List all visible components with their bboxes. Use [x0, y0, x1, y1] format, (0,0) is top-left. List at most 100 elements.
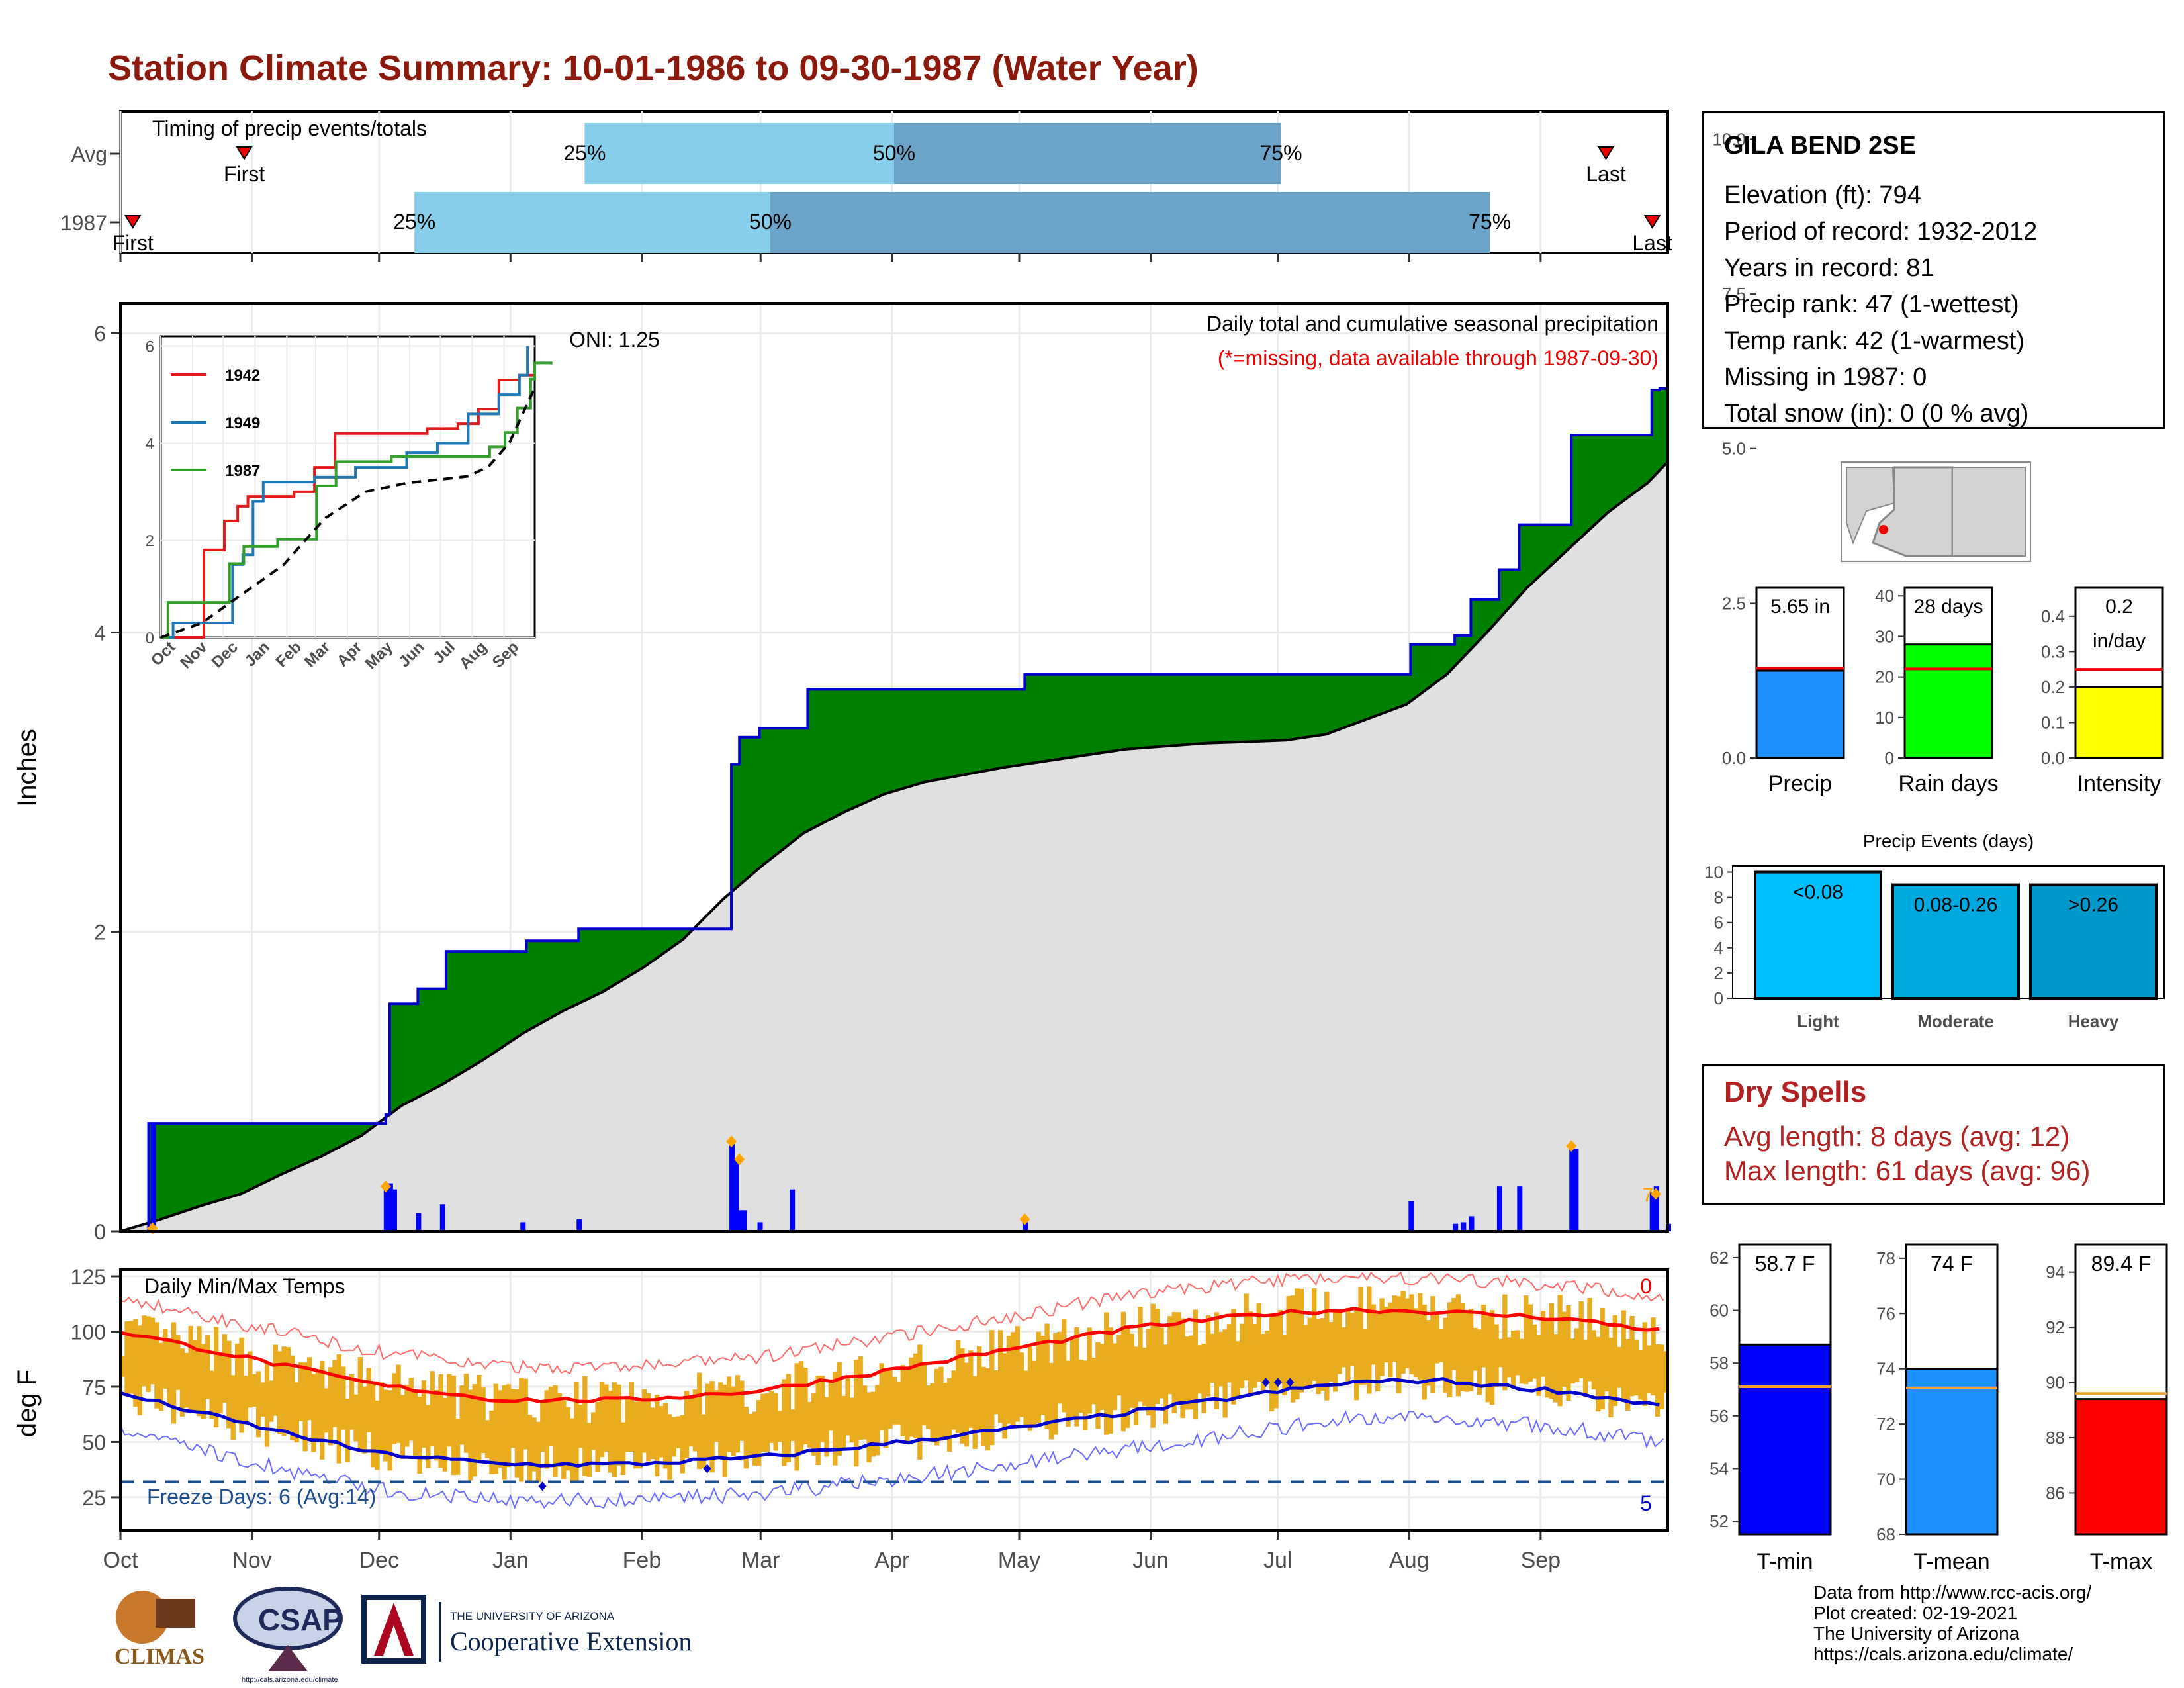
daily-temp-bar — [629, 1382, 634, 1452]
record-marker-icon — [380, 1180, 391, 1193]
daily-temp-bar — [417, 1396, 422, 1474]
month-label: Sep — [1521, 1548, 1561, 1573]
daily-temp-bar — [773, 1393, 778, 1451]
above-average-fill — [205, 1123, 210, 1204]
above-average-fill — [844, 689, 848, 812]
daily-temp-bar — [311, 1374, 316, 1452]
temp-record-marker-icon — [1286, 1378, 1295, 1387]
daily-temp-bar — [557, 1393, 563, 1467]
mini-bar-label: Rain days — [1898, 771, 1998, 796]
above-average-fill — [1201, 674, 1206, 744]
daily-temp-bar — [362, 1387, 367, 1454]
events-bar-moderate — [1891, 883, 2020, 1000]
daily-precip-bar — [1649, 1192, 1655, 1231]
ua-line1: THE UNIVERSITY OF ARIZONA — [450, 1610, 615, 1622]
daily-temp-bar — [548, 1387, 554, 1446]
above-average-fill — [1093, 674, 1098, 754]
station-name: GILA BEND 2SE — [1724, 132, 1916, 160]
daily-temp-bar — [1515, 1330, 1520, 1376]
inset-series-avg — [160, 387, 536, 639]
mini-tick-label: 0.3 — [2041, 641, 2065, 661]
above-average-fill — [679, 929, 684, 941]
daily-temp-bar — [1095, 1342, 1101, 1429]
daily-temp-bar — [837, 1362, 842, 1456]
above-average-fill — [1226, 674, 1230, 743]
daily-temp-bar — [1210, 1333, 1215, 1383]
above-average-fill — [1482, 599, 1488, 635]
daily-temp-bar — [124, 1321, 130, 1393]
daily-temp-bar — [586, 1423, 592, 1477]
above-average-fill — [1000, 689, 1005, 768]
above-average-fill — [1221, 674, 1226, 743]
daily-temp-bar — [752, 1411, 757, 1466]
daily-temp-bar — [1019, 1352, 1024, 1417]
daily-temp-bar — [662, 1403, 668, 1469]
daily-precip-bar — [150, 1123, 156, 1231]
daily-temp-bar — [1596, 1336, 1601, 1412]
daily-temp-bar — [1142, 1347, 1148, 1407]
temp-y-tick-label: 75 — [82, 1376, 106, 1399]
daily-temp-bar — [171, 1322, 177, 1424]
mini-tick-label: 0.1 — [2041, 712, 2065, 732]
daily-temp-bar — [722, 1384, 727, 1477]
precip-note-title: Daily total and cumulative seasonal prec… — [1206, 312, 1659, 336]
above-average-fill — [675, 929, 680, 944]
above-average-fill — [341, 1123, 346, 1145]
above-average-fill — [952, 689, 957, 777]
above-average-fill — [972, 689, 978, 773]
precip-y-tick-label: 0 — [94, 1220, 106, 1244]
above-average-fill — [944, 689, 949, 778]
daily-temp-bar — [463, 1374, 469, 1453]
daily-temp-bar — [713, 1390, 719, 1442]
daily-temp-bar — [1036, 1331, 1041, 1423]
above-average-fill — [1479, 599, 1484, 639]
daily-temp-bar — [294, 1382, 299, 1442]
month-label: Jul — [1263, 1548, 1292, 1573]
above-average-fill — [1085, 674, 1090, 755]
above-average-fill — [956, 689, 961, 776]
above-average-fill — [345, 1123, 350, 1143]
month-label: Oct — [103, 1548, 138, 1573]
above-average-fill — [1559, 524, 1564, 556]
above-average-fill — [1021, 689, 1026, 765]
mini-tick-label: 0.0 — [1722, 748, 1746, 768]
above-average-fill — [1290, 674, 1295, 739]
daily-temp-bar — [1633, 1339, 1639, 1396]
month-label: Jan — [492, 1548, 529, 1573]
daily-temp-bar — [1362, 1329, 1368, 1385]
daily-temp-bar — [1125, 1327, 1130, 1428]
daily-temp-bar — [353, 1394, 359, 1442]
above-average-fill — [1205, 674, 1210, 743]
above-average-fill — [1261, 674, 1267, 741]
credit-university: The University of Arizona — [1813, 1623, 2020, 1644]
timing-first-label: First — [113, 231, 154, 255]
above-average-fill — [1121, 674, 1126, 750]
daily-temp-bar — [828, 1382, 834, 1431]
daily-temp-bar — [1214, 1312, 1219, 1409]
above-average-fill — [1193, 674, 1199, 744]
above-average-fill — [197, 1123, 202, 1207]
above-average-fill — [670, 929, 676, 947]
daily-temp-bar — [302, 1362, 308, 1452]
daily-temp-bar — [1069, 1338, 1075, 1417]
last-marker-icon — [1643, 215, 1661, 229]
daily-temp-bar — [786, 1374, 791, 1462]
above-average-fill — [462, 951, 467, 1072]
daily-temp-bar — [396, 1364, 401, 1443]
above-average-fill — [1563, 524, 1568, 552]
map-new-mexico-icon — [1952, 467, 2026, 557]
daily-temp-bar — [913, 1353, 919, 1438]
above-average-fill — [1463, 635, 1468, 656]
month-label: Mar — [741, 1548, 780, 1573]
daily-temp-bar — [680, 1415, 685, 1474]
above-average-fill — [177, 1123, 181, 1213]
daily-precip-bar — [737, 1210, 743, 1231]
above-average-fill — [976, 689, 981, 773]
above-average-fill — [1382, 674, 1387, 713]
daily-temp-bar — [1273, 1315, 1279, 1409]
daily-temp-bar — [426, 1405, 431, 1468]
daily-temp-bar — [379, 1382, 385, 1454]
daily-temp-bar — [298, 1362, 304, 1421]
above-average-fill — [1434, 644, 1439, 682]
above-average-fill — [1551, 524, 1556, 563]
